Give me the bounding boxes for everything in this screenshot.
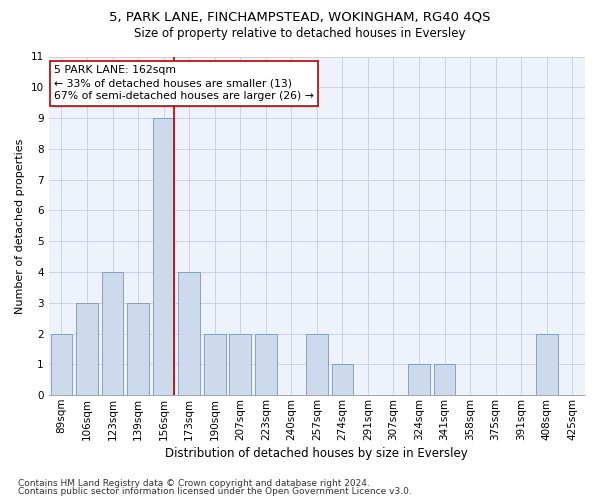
Text: Contains HM Land Registry data © Crown copyright and database right 2024.: Contains HM Land Registry data © Crown c… xyxy=(18,478,370,488)
Y-axis label: Number of detached properties: Number of detached properties xyxy=(15,138,25,314)
Bar xyxy=(204,334,226,395)
Text: 5, PARK LANE, FINCHAMPSTEAD, WOKINGHAM, RG40 4QS: 5, PARK LANE, FINCHAMPSTEAD, WOKINGHAM, … xyxy=(109,10,491,23)
Bar xyxy=(101,272,124,395)
Bar xyxy=(229,334,251,395)
Bar xyxy=(127,303,149,395)
Bar xyxy=(332,364,353,395)
Bar xyxy=(434,364,455,395)
Text: 5 PARK LANE: 162sqm
← 33% of detached houses are smaller (13)
67% of semi-detach: 5 PARK LANE: 162sqm ← 33% of detached ho… xyxy=(54,65,314,102)
Bar xyxy=(153,118,175,395)
Bar xyxy=(178,272,200,395)
Bar xyxy=(306,334,328,395)
Bar xyxy=(408,364,430,395)
Bar xyxy=(536,334,557,395)
Bar xyxy=(50,334,72,395)
Bar xyxy=(76,303,98,395)
Text: Contains public sector information licensed under the Open Government Licence v3: Contains public sector information licen… xyxy=(18,487,412,496)
Text: Size of property relative to detached houses in Eversley: Size of property relative to detached ho… xyxy=(134,28,466,40)
X-axis label: Distribution of detached houses by size in Eversley: Distribution of detached houses by size … xyxy=(166,447,468,460)
Bar xyxy=(255,334,277,395)
